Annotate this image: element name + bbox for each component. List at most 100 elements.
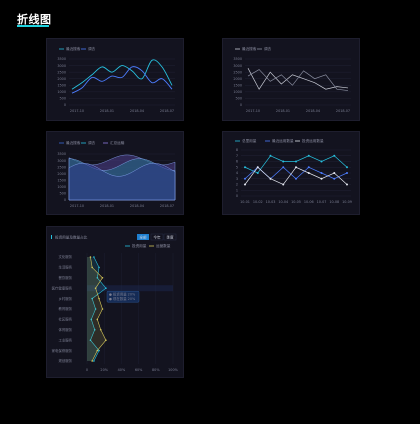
y-tick-label: 3500 (57, 57, 66, 61)
y-tick-label: 2000 (57, 77, 66, 81)
data-point (98, 349, 100, 352)
data-point (256, 172, 259, 174)
series-area (87, 257, 106, 361)
legend-label: 汇总运输 (110, 140, 125, 145)
data-point (93, 360, 95, 362)
data-point (90, 318, 93, 321)
series-line (244, 155, 348, 174)
y-tick-label: 0 (236, 194, 238, 198)
legend-label: 最近运用数量 (272, 138, 294, 143)
data-point (89, 339, 92, 341)
x-tick-label: 2018-07 (160, 204, 174, 208)
x-tick-label: 2018-01 (100, 204, 114, 208)
x-tick-label: 0 (86, 368, 88, 372)
series-area (87, 257, 106, 361)
data-point (98, 266, 100, 269)
data-point (282, 183, 285, 186)
title-marker (51, 235, 52, 239)
data-point (99, 329, 102, 331)
tab-button (150, 233, 164, 241)
tab-label[interactable]: 季度 (166, 234, 174, 239)
y-tick-label: 1000 (233, 90, 242, 94)
data-point (244, 166, 246, 169)
y-tick-label: 3000 (57, 64, 66, 68)
data-point (307, 172, 310, 174)
line-chart-1: 最近搜索 调去 3500 3000 2500 2000 1500 1000 500 0 2017-1… (57, 46, 175, 113)
data-point (346, 183, 348, 186)
y-tick-label: 3500 (57, 152, 66, 156)
legend-label: 调去 (88, 46, 96, 51)
x-tick-label: 2017-10 (246, 109, 260, 113)
data-point (282, 166, 285, 169)
tooltip-line: ● 现在数量 20% (109, 296, 136, 301)
x-tick-label: 2018-04 (130, 204, 144, 208)
data-point (333, 154, 336, 157)
data-point (282, 160, 285, 163)
legend-label: 投资用量 (132, 243, 147, 248)
x-tick-label: 10-04 (278, 200, 288, 204)
title-underline (17, 25, 49, 27)
data-point (91, 360, 93, 362)
data-point (105, 287, 107, 289)
data-point (320, 177, 323, 180)
category-label: 家电保修服务 (52, 348, 73, 353)
y-tick-label: 8 (236, 148, 238, 152)
y-tick-label: 3000 (233, 64, 242, 68)
data-point (91, 297, 93, 300)
x-tick-label: 20% (100, 368, 108, 372)
y-tick-label: 3500 (233, 57, 242, 61)
x-tick-label: 10-09 (342, 200, 352, 204)
category-label: 生活服务 (58, 265, 72, 270)
category-label: 医疗健康服务 (52, 285, 73, 290)
data-point (98, 297, 100, 300)
data-point (333, 177, 336, 180)
data-point (101, 277, 104, 279)
data-point (91, 266, 93, 269)
legend-label: 运营数量 (156, 243, 171, 248)
data-point (307, 166, 310, 169)
series-line (71, 66, 173, 94)
tooltip (106, 290, 140, 303)
data-point (89, 256, 92, 258)
data-point (346, 166, 348, 169)
y-tick-label: 2 (236, 183, 238, 187)
x-tick-label: 10-02 (253, 200, 263, 204)
data-point (101, 308, 104, 310)
data-point (105, 339, 107, 341)
data-point (295, 160, 297, 163)
x-tick-label: 80% (152, 368, 160, 372)
area-series (68, 163, 176, 201)
x-tick-label: 2018-04 (130, 109, 144, 113)
y-tick-label: 3 (236, 177, 238, 181)
series-line (247, 68, 349, 90)
line-chart-panel-1: 最近搜索 调去 3500 3000 2500 2000 1500 1000 500 0 2017-1… (46, 38, 184, 121)
stacked-area-chart: 最近搜索 调去 汇总运输 3500 3000 2500 2000 1500 1000 500 0 20… (57, 140, 176, 208)
y-tick-label: 0 (64, 103, 66, 107)
x-tick-label: 10-01 (240, 200, 250, 204)
y-tick-label: 1000 (57, 185, 66, 189)
category-label: 文化服务 (58, 254, 72, 259)
tooltip-line: ● 投资用量 20% (109, 291, 136, 296)
y-tick-label: 2000 (233, 77, 242, 81)
category-label: 乡村服务 (58, 296, 72, 301)
category-label: 规划服务 (58, 358, 72, 363)
x-tick-label: 40% (118, 368, 126, 372)
x-tick-label: 10-07 (317, 200, 327, 204)
data-point (295, 177, 297, 180)
y-tick-label: 0 (240, 103, 242, 107)
tab-label[interactable]: 全部 (139, 234, 147, 239)
legend-label: 调去 (264, 46, 272, 51)
x-tick-label: 60% (135, 368, 143, 372)
y-tick-label: 1 (236, 188, 238, 192)
category-label: 教育服务 (58, 306, 72, 311)
x-tick-label: 2018-07 (160, 109, 174, 113)
x-tick-label: 100% (168, 368, 178, 372)
tab-label[interactable]: 今年 (153, 234, 161, 239)
data-point (269, 154, 272, 157)
hover-band (87, 285, 173, 292)
y-tick-label: 1500 (233, 83, 242, 87)
x-tick-label: 2017-10 (70, 204, 84, 208)
legend-label: 最近搜索 (242, 46, 257, 51)
x-tick-label: 2018-01 (276, 109, 290, 113)
ratio-chart-panel: 投资用量及数量占比 全部 今年 季度 投资用量 运营数量 文化服务 生活服务 餐饮服务 医疗健康服… (46, 226, 184, 378)
